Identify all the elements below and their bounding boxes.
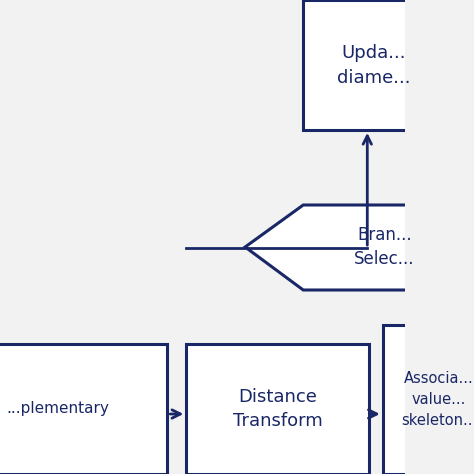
Polygon shape [245,205,474,290]
FancyBboxPatch shape [186,344,369,474]
Text: Distance
Transform: Distance Transform [233,388,322,430]
Text: Upda...
diame...: Upda... diame... [337,44,410,86]
FancyBboxPatch shape [0,344,166,474]
FancyBboxPatch shape [383,325,474,474]
FancyBboxPatch shape [303,0,444,130]
Text: Associa...
value...
skeleton...: Associa... value... skeleton... [401,371,474,428]
Text: Bran...
Selec...: Bran... Selec... [354,226,415,268]
Text: ...plementary: ...plementary [6,401,109,417]
